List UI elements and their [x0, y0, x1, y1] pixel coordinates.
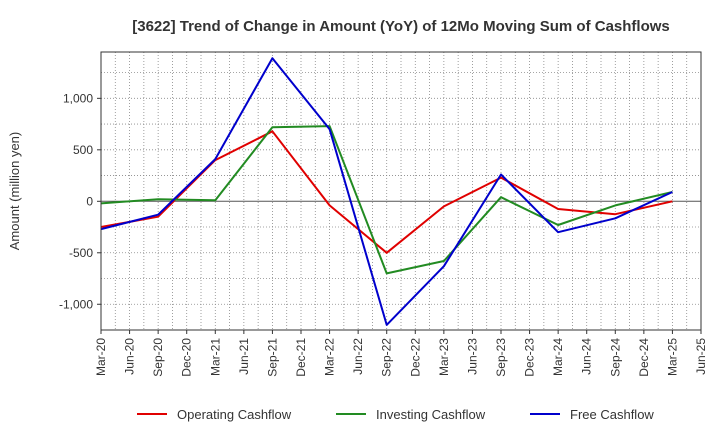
series-line-free-cashflow	[100, 57, 673, 326]
x-axis-ticks: Mar-20 Jun-20 Sep-20 Dec-20 Mar-21 Jun-21 Sep-…	[94, 330, 708, 377]
y-axis-ticks: -1,000 -500 0 500 1,000	[59, 91, 101, 311]
y-tick-label: -500	[69, 246, 93, 260]
x-tick-label: Mar-21	[208, 338, 222, 376]
y-tick-label: 500	[73, 143, 93, 157]
x-tick-label: Mar-20	[94, 338, 108, 376]
legend-label: Free Cashflow	[570, 407, 654, 422]
x-tick-label: Jun-21	[237, 338, 251, 375]
x-tick-label: Sep-20	[151, 338, 165, 377]
x-tick-label: Sep-22	[380, 338, 394, 377]
plot-border	[100, 51, 702, 331]
y-axis-label: Amount (million yen)	[7, 132, 22, 251]
series-line-investing-cashflow	[100, 125, 673, 275]
x-tick-label: Mar-24	[551, 338, 565, 376]
grid-lines	[101, 52, 701, 330]
x-tick-label: Dec-23	[523, 338, 537, 377]
legend-label: Operating Cashflow	[177, 407, 292, 422]
x-tick-label: Dec-20	[180, 338, 194, 377]
x-tick-label: Sep-24	[608, 338, 622, 377]
x-tick-label: Jun-25	[694, 338, 708, 375]
chart-title: [3622] Trend of Change in Amount (YoY) o…	[132, 18, 670, 35]
y-tick-label: 0	[86, 194, 93, 208]
x-tick-label: Jun-20	[123, 338, 137, 375]
x-tick-label: Dec-22	[408, 338, 422, 377]
x-tick-label: Sep-21	[265, 338, 279, 377]
x-tick-label: Jun-22	[351, 338, 365, 375]
y-tick-label: 1,000	[63, 91, 93, 105]
x-tick-label: Dec-24	[637, 338, 651, 377]
x-tick-label: Jun-23	[465, 338, 479, 375]
x-tick-label: Dec-21	[294, 338, 308, 377]
legend: Operating Cashflow Investing Cashflow Free…	[137, 407, 654, 422]
x-tick-label: Mar-25	[665, 338, 679, 376]
x-tick-label: Mar-23	[437, 338, 451, 376]
x-tick-label: Mar-22	[323, 338, 337, 376]
x-tick-label: Jun-24	[580, 338, 594, 375]
series-lines	[100, 57, 673, 326]
x-tick-label: Sep-23	[494, 338, 508, 377]
legend-label: Investing Cashflow	[376, 407, 486, 422]
y-tick-label: -1,000	[59, 297, 93, 311]
